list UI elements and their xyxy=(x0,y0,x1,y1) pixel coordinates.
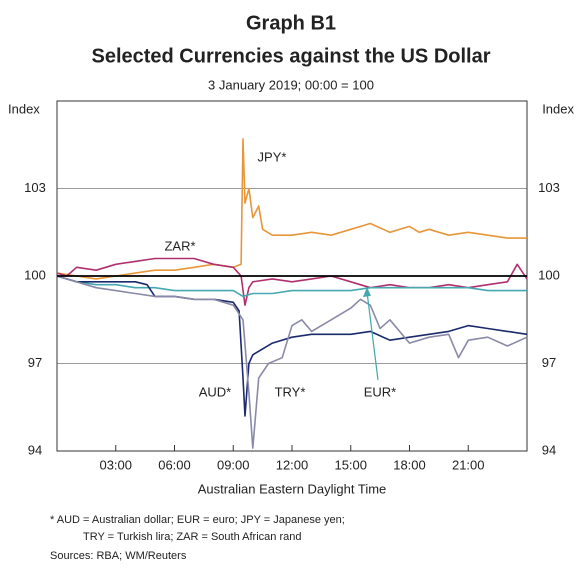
y-tick-label: 103 xyxy=(24,180,46,195)
sources: Sources: RBA; WM/Reuters xyxy=(50,550,187,562)
series-line xyxy=(56,275,528,449)
series-line xyxy=(56,257,528,306)
series-label: EUR* xyxy=(364,384,397,399)
chart-title: Graph B1 xyxy=(246,12,336,34)
x-tick-label: 09:00 xyxy=(217,457,250,472)
y2-axis-label: Index xyxy=(542,101,574,116)
y-tick-label: 97 xyxy=(28,355,42,370)
y2-tick-label: 94 xyxy=(542,442,556,457)
x-tick-label: 15:00 xyxy=(334,457,367,472)
annotation-arrowhead xyxy=(363,287,371,297)
series-line xyxy=(56,275,527,298)
series-line xyxy=(56,138,527,280)
x-tick-label: 06:00 xyxy=(158,457,191,472)
series-line xyxy=(56,275,528,417)
x-tick-label: 18:00 xyxy=(393,457,426,472)
y2-tick-label: 100 xyxy=(538,267,560,282)
footnote: TRY = Turkish lira; ZAR = South African … xyxy=(83,531,301,543)
footnote: * AUD = Australian dollar; EUR = euro; J… xyxy=(50,514,345,526)
y2-tick-label: 97 xyxy=(542,355,556,370)
x-tick-label: 12:00 xyxy=(276,457,309,472)
y2-tick-label: 103 xyxy=(538,180,560,195)
series-label: TRY* xyxy=(275,384,306,399)
chart-subtitle: Selected Currencies against the US Dolla… xyxy=(91,45,490,67)
y-tick-label: 100 xyxy=(24,267,46,282)
x-tick-label: 03:00 xyxy=(99,457,132,472)
series-label: ZAR* xyxy=(164,238,195,253)
annotation-arrow xyxy=(366,291,379,381)
x-tick-label: 21:00 xyxy=(452,457,485,472)
y-axis-label: Index xyxy=(8,101,40,116)
series-label: AUD* xyxy=(199,384,232,399)
series-label: JPY* xyxy=(258,149,287,164)
y-tick-label: 94 xyxy=(28,442,42,457)
chart-note: 3 January 2019; 00:00 = 100 xyxy=(208,77,374,92)
x-axis-label: Australian Eastern Daylight Time xyxy=(198,481,387,496)
